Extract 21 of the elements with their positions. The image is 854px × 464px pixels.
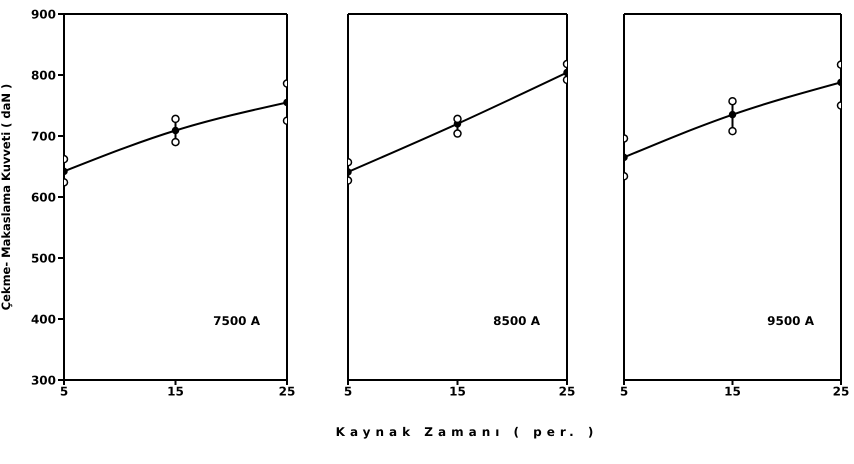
annotation: 9500 A: [767, 314, 814, 328]
x-axis-title: Kaynak Zamanı ( per. ): [334, 425, 600, 439]
x-tick-label: 25: [832, 384, 850, 399]
y-tick-label: 600: [30, 190, 56, 204]
y-tick-label: 800: [30, 68, 56, 82]
annotation: 7500 A: [213, 314, 260, 328]
x-tick-label: 25: [558, 384, 576, 399]
x-tick-label: 15: [724, 384, 741, 399]
x-tick-label: 5: [620, 384, 628, 399]
y-tick-label: 500: [30, 251, 56, 266]
y-tick-label: 400: [30, 312, 56, 326]
x-tick-label: 15: [167, 384, 184, 399]
x-tick-label: 25: [278, 384, 296, 399]
x-tick-label: 5: [60, 384, 68, 399]
x-tick-label: 5: [344, 384, 352, 399]
y-tick-label: 300: [30, 373, 56, 388]
y-tick-label: 900: [30, 7, 56, 22]
x-tick-label: 15: [449, 384, 466, 399]
y-tick-label: 700: [30, 129, 56, 144]
y-axis-title: Çekme- Makaslama Kuvveti ( daN ): [0, 84, 14, 310]
annotation: 8500 A: [493, 314, 540, 328]
